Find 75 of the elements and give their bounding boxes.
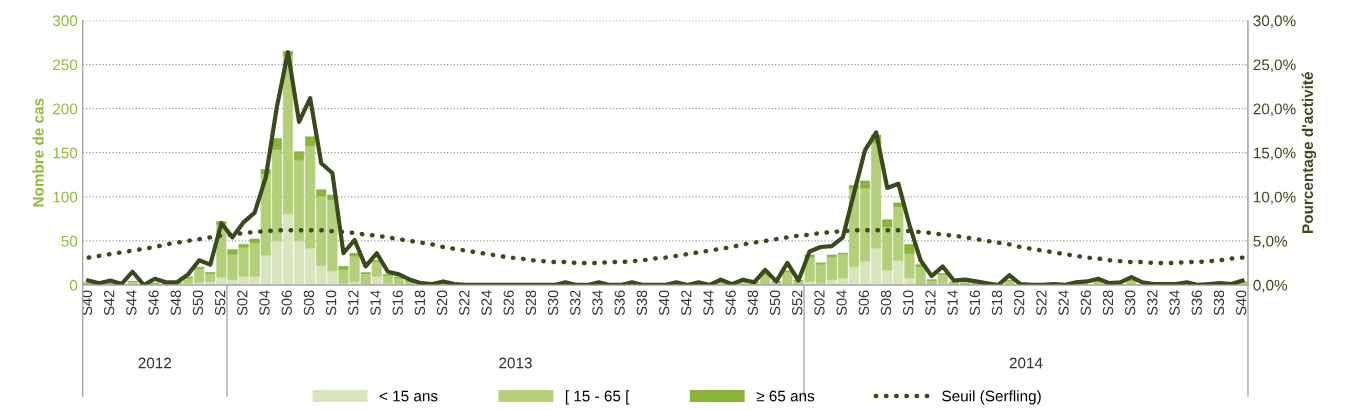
x-tick-label: S10 bbox=[903, 290, 914, 316]
x-tick-label: S28 bbox=[1102, 290, 1114, 316]
y-axis-title: Nombre de cas bbox=[32, 98, 44, 207]
x-tick-label: S02 bbox=[237, 290, 248, 316]
x-tick-label: S20 bbox=[436, 290, 448, 316]
x-tick-label: S40 bbox=[658, 290, 670, 316]
x-tick-label: S36 bbox=[614, 290, 625, 316]
x-tick-label: S34 bbox=[592, 290, 603, 316]
x-tick-label: S08 bbox=[880, 290, 892, 316]
x-tick-label: S12 bbox=[925, 290, 936, 316]
y-tick-label: 200 bbox=[53, 103, 78, 115]
y-tick-label: 100 bbox=[53, 191, 78, 203]
x-tick-label: S04 bbox=[836, 290, 847, 316]
x-tick-label: S50 bbox=[192, 290, 204, 316]
x-tick-label: S06 bbox=[858, 290, 869, 316]
legend-label: < 15 ans bbox=[379, 390, 438, 402]
text: 2013 bbox=[499, 357, 532, 369]
x-tick-label: S46 bbox=[725, 290, 736, 316]
x-tick-label: S32 bbox=[1147, 290, 1158, 316]
x-tick-label: S16 bbox=[392, 290, 403, 316]
x-tick-label: S06 bbox=[281, 290, 292, 316]
x-tick-label: S22 bbox=[1036, 290, 1047, 316]
x-tick-label: S24 bbox=[481, 290, 492, 316]
x-tick-label: S10 bbox=[325, 290, 337, 316]
x-tick-label: S48 bbox=[170, 290, 181, 316]
x-tick-label: S22 bbox=[459, 290, 470, 316]
x-tick-label: S02 bbox=[814, 290, 825, 316]
x-tick-label: S18 bbox=[991, 290, 1003, 316]
y-tick-label: 50 bbox=[61, 235, 78, 247]
text: 2012 bbox=[138, 357, 172, 369]
legend-label: Seuil (Serfling) bbox=[942, 390, 1041, 405]
y-tick-label: 300 bbox=[52, 15, 78, 27]
y2-tick-label: 20,0% bbox=[1253, 103, 1296, 117]
x-tick-label: S32 bbox=[570, 290, 581, 316]
x-tick-label: S52 bbox=[214, 290, 226, 316]
y2-tick-label: 15,0% bbox=[1253, 147, 1296, 161]
y2-tick-label: 10,0% bbox=[1253, 191, 1296, 205]
x-tick-label: S38 bbox=[636, 290, 648, 316]
y-tick-label: 250 bbox=[53, 59, 78, 71]
x-tick-label: S14 bbox=[370, 290, 381, 316]
x-tick-label: S26 bbox=[1080, 290, 1091, 316]
x-tick-label: S52 bbox=[792, 290, 803, 316]
y2-tick-label: 0,0% bbox=[1253, 279, 1288, 293]
x-tick-label: S30 bbox=[1125, 290, 1136, 316]
x-tick-label: S50 bbox=[769, 290, 781, 316]
x-tick-label: S12 bbox=[348, 290, 359, 316]
y-tick-label: 150 bbox=[53, 147, 78, 159]
x-tick-label: S42 bbox=[103, 290, 115, 316]
x-tick-label: S28 bbox=[525, 290, 537, 316]
legend-label: ≥ 65 ans bbox=[756, 390, 815, 402]
y2-tick-label: 25,0% bbox=[1253, 59, 1296, 73]
x-tick-label: S26 bbox=[503, 290, 514, 316]
x-tick-label: S44 bbox=[126, 290, 137, 316]
x-tick-label: S42 bbox=[681, 290, 692, 316]
x-tick-label: S44 bbox=[703, 290, 714, 316]
x-tick-label: S38 bbox=[1213, 290, 1225, 316]
x-tick-label: S40 bbox=[1235, 290, 1247, 316]
x-tick-label: S18 bbox=[414, 290, 426, 316]
x-tick-label: S48 bbox=[747, 290, 758, 316]
x-tick-label: S24 bbox=[1058, 290, 1069, 316]
x-tick-label: S14 bbox=[947, 290, 958, 316]
legend-label: [ 15 - 65 [ bbox=[565, 390, 630, 405]
y2-tick-label: 30,0% bbox=[1253, 15, 1296, 28]
x-tick-label: S30 bbox=[547, 290, 559, 316]
x-tick-label: S08 bbox=[303, 290, 315, 316]
x-tick-label: S16 bbox=[969, 290, 980, 316]
y-tick-label: 0 bbox=[69, 279, 78, 291]
x-tick-label: S20 bbox=[1014, 290, 1025, 316]
x-tick-label: S34 bbox=[1169, 290, 1180, 316]
text: 2014 bbox=[1009, 357, 1043, 369]
y2-axis-title: Pourcentage d'activité bbox=[1301, 72, 1317, 233]
x-tick-label: S04 bbox=[259, 290, 270, 316]
y2-tick-label: 5,0% bbox=[1253, 235, 1288, 249]
x-tick-label: S36 bbox=[1191, 290, 1202, 316]
x-tick-label: S46 bbox=[148, 290, 159, 316]
